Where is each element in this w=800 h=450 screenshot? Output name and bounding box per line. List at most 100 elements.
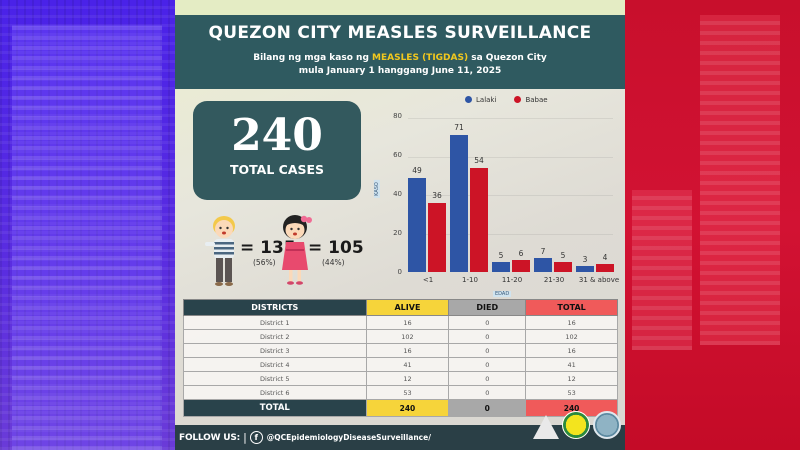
- died-cell: 0: [448, 329, 527, 344]
- total-cell: 16: [525, 343, 618, 358]
- gridline: [408, 233, 613, 235]
- total-cell: 102: [525, 329, 618, 344]
- epidemiology-unit-seal-icon: [593, 411, 621, 439]
- district-cell: District 3: [183, 343, 367, 358]
- girl-icon: [282, 215, 312, 285]
- boy-icon: [205, 216, 235, 286]
- legend-label: Babae: [525, 96, 548, 104]
- facebook-handle-link[interactable]: @QCEpidemiologyDiseaseSurveillance/: [266, 433, 431, 442]
- died-cell: 0: [448, 315, 527, 330]
- bar-value: 36: [432, 191, 442, 200]
- subtitle-highlight: MEASLES (TIGDAS): [372, 53, 469, 63]
- total-cell: 16: [525, 315, 618, 330]
- bar-babae-11-20: [512, 260, 530, 272]
- died-cell: 0: [448, 343, 527, 358]
- died-cell: 0: [448, 371, 527, 386]
- alive-cell: 102: [365, 329, 450, 344]
- y-tick: 20: [393, 229, 402, 237]
- total-died-cell: 0: [448, 399, 527, 417]
- table-row: District 3 16 0 16: [183, 343, 618, 358]
- bar-babae-lt1: [428, 203, 446, 272]
- follow-us-label: FOLLOW US:: [179, 432, 241, 443]
- chart-legend: Lalaki Babae: [465, 96, 548, 104]
- bar-value: 54: [474, 156, 484, 165]
- page-title: QUEZON CITY MEASLES SURVEILLANCE: [208, 23, 592, 43]
- bar-value: 5: [498, 251, 504, 260]
- facebook-icon[interactable]: f: [249, 431, 263, 444]
- total-cell: 53: [525, 385, 618, 400]
- table-row: District 6 53 0 53: [183, 385, 618, 400]
- alive-cell: 12: [365, 371, 450, 386]
- gridline: [408, 195, 613, 196]
- bar-value: 4: [602, 253, 608, 262]
- plot-area: 49 36 71 54 5 6 7 5 3 4: [408, 118, 614, 272]
- bar-value: 5: [560, 251, 566, 260]
- background-right-red: [622, 0, 800, 450]
- subtitle-text: Bilang ng mga kaso ng: [253, 53, 373, 63]
- building-image: [700, 15, 780, 345]
- table-row: District 2 102 0 102: [183, 329, 618, 344]
- district-cell: District 4: [183, 357, 367, 372]
- bar-lalaki-21-30: [534, 258, 552, 272]
- age-bar-chart: Lalaki Babae 80 60 40 20 0 KASO 49 36 71…: [370, 90, 625, 300]
- male-percent: (56%): [253, 258, 276, 267]
- district-cell: District 2: [183, 329, 367, 344]
- x-tick: 11-20: [501, 276, 523, 284]
- table-header-row: DISTRICTS ALIVE DIED TOTAL: [183, 299, 618, 316]
- table-row: District 1 16 0 16: [183, 315, 618, 330]
- gridline: [408, 118, 613, 119]
- district-cell: District 1: [183, 315, 367, 330]
- total-cases-label: TOTAL CASES: [229, 162, 325, 177]
- y-tick: 40: [393, 190, 402, 198]
- male-count: = 135: [240, 238, 296, 258]
- total-label-cell: TOTAL: [183, 399, 367, 417]
- bar-babae-21-30: [554, 262, 572, 272]
- districts-table: DISTRICTS ALIVE DIED TOTAL District 1 16…: [183, 299, 618, 417]
- bar-value: 71: [454, 123, 464, 132]
- total-cases-number: 240: [231, 110, 323, 161]
- background-left-blue: [0, 0, 178, 450]
- died-cell: 0: [448, 385, 527, 400]
- bar-value: 6: [518, 249, 524, 258]
- bar-value: 7: [540, 247, 546, 256]
- building-image: [12, 25, 162, 450]
- legend-item-lalaki: Lalaki: [465, 96, 496, 104]
- date-range: mula January 1 hanggang June 11, 2025: [298, 66, 502, 76]
- x-tick: 21-30: [543, 276, 565, 284]
- total-cell: 41: [525, 357, 618, 372]
- gridline: [408, 156, 613, 158]
- alive-cell: 41: [365, 357, 450, 372]
- subtitle: Bilang ng mga kaso ng MEASLES (TIGDAS) s…: [175, 52, 625, 78]
- header-banner: QUEZON CITY MEASLES SURVEILLANCE Bilang …: [175, 15, 625, 89]
- col-header-alive: ALIVE: [365, 299, 450, 316]
- legend-label: Lalaki: [476, 96, 497, 104]
- alive-cell: 53: [365, 385, 450, 400]
- x-axis-label: EDAD: [493, 291, 512, 297]
- building-image: [632, 190, 692, 350]
- died-cell: 0: [448, 357, 527, 372]
- bar-lalaki-lt1: [408, 178, 426, 272]
- bar-lalaki-1-10: [450, 135, 468, 272]
- y-tick: 80: [393, 112, 402, 120]
- bar-babae-1-10: [470, 168, 488, 272]
- bar-babae-31-above: [596, 264, 614, 272]
- agency-logos: [533, 411, 621, 439]
- col-header-died: DIED: [448, 299, 527, 316]
- x-tick: <1: [422, 276, 434, 284]
- total-total-cell: 240: [525, 399, 618, 417]
- qc-triangle-logo-icon: [533, 415, 559, 439]
- x-tick: 31 & above: [578, 276, 620, 284]
- female-count: = 105: [308, 238, 364, 258]
- health-department-seal-icon: [562, 411, 590, 439]
- district-cell: District 5: [183, 371, 367, 386]
- divider: |: [243, 431, 247, 444]
- top-band: [175, 0, 625, 15]
- y-tick: 60: [393, 151, 402, 159]
- total-cell: 12: [525, 371, 618, 386]
- total-alive-cell: 240: [365, 399, 450, 417]
- y-tick: 0: [397, 268, 402, 276]
- legend-dot-icon: [465, 96, 472, 103]
- y-axis-label: KASO: [373, 180, 380, 198]
- district-cell: District 6: [183, 385, 367, 400]
- table-total-row: TOTAL 240 0 240: [183, 399, 618, 417]
